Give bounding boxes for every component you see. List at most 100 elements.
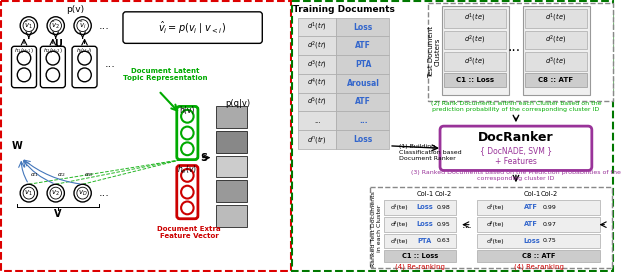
Bar: [477, 250, 600, 262]
FancyBboxPatch shape: [12, 46, 36, 88]
Text: $\hat{v}_1$: $\hat{v}_1$: [24, 20, 33, 31]
Text: 0.99: 0.99: [543, 205, 557, 210]
Text: $d^2(tr)$: $d^2(tr)$: [307, 40, 327, 52]
Text: d²(te): d²(te): [487, 221, 504, 227]
Text: $h_1(v_{c1})$: $h_1(v_{c1})$: [14, 46, 34, 55]
Text: ...: ...: [105, 59, 116, 69]
Text: $d^2(te)$: $d^2(te)$: [464, 34, 485, 46]
Bar: [444, 73, 506, 87]
Circle shape: [17, 68, 31, 82]
Text: (1) Building
Classification based
Document Ranker: (1) Building Classification based Docume…: [399, 144, 461, 161]
Text: ATF: ATF: [355, 97, 371, 107]
Bar: [216, 205, 247, 227]
FancyBboxPatch shape: [440, 126, 592, 171]
Text: p(q|v): p(q|v): [226, 99, 251, 108]
Text: PTA: PTA: [355, 60, 371, 69]
Text: $d^2(te)$: $d^2(te)$: [545, 34, 566, 46]
Text: V: V: [54, 209, 61, 219]
Text: Document Latent
Topic Representation: Document Latent Topic Representation: [123, 68, 207, 81]
Text: $\alpha_1$: $\alpha_1$: [30, 171, 39, 179]
Bar: [477, 217, 600, 232]
Bar: [336, 74, 389, 93]
Bar: [298, 130, 336, 149]
Circle shape: [181, 201, 193, 214]
FancyBboxPatch shape: [40, 46, 65, 88]
Text: $d^4(tr)$: $d^4(tr)$: [307, 77, 327, 89]
Text: ...: ...: [461, 220, 472, 230]
Text: d¹(te): d¹(te): [487, 205, 504, 210]
Text: Loss: Loss: [416, 221, 433, 227]
Text: 0.98: 0.98: [437, 205, 451, 210]
Text: p(v): p(v): [66, 5, 84, 14]
Text: ATF: ATF: [524, 205, 538, 210]
Bar: [298, 74, 336, 93]
Text: ...: ...: [99, 188, 109, 198]
Bar: [336, 111, 389, 130]
Text: $v_D$: $v_D$: [78, 189, 88, 198]
Circle shape: [181, 169, 193, 182]
Text: Test Document
Clusters: Test Document Clusters: [428, 26, 441, 78]
Bar: [298, 55, 336, 74]
Text: $\hat{v}_i$: $\hat{v}_i$: [79, 20, 86, 31]
Bar: [442, 6, 509, 95]
Text: d³(te): d³(te): [391, 238, 408, 244]
Text: $\alpha_D$: $\alpha_D$: [84, 171, 93, 179]
Bar: [336, 55, 389, 74]
Circle shape: [47, 17, 65, 34]
Circle shape: [20, 17, 38, 34]
Text: 0.97: 0.97: [543, 222, 557, 227]
Text: ...: ...: [314, 118, 320, 124]
Bar: [525, 73, 587, 87]
Text: Col-2: Col-2: [541, 191, 558, 197]
Text: $h_i(v_d)$: $h_i(v_d)$: [76, 46, 93, 55]
Circle shape: [23, 20, 35, 31]
Text: $d^1(te)$: $d^1(te)$: [464, 12, 485, 24]
Text: $v_1$: $v_1$: [24, 189, 33, 198]
Circle shape: [78, 51, 92, 65]
Text: ATF: ATF: [355, 41, 371, 50]
Text: ...: ...: [508, 40, 520, 54]
Text: $\hat{v}_2$: $\hat{v}_2$: [51, 20, 60, 31]
Circle shape: [20, 184, 38, 202]
Text: Loss: Loss: [353, 135, 372, 144]
Text: Document Extra
Feature Vector: Document Extra Feature Vector: [157, 226, 221, 239]
Text: d³(te): d³(te): [487, 238, 504, 244]
Text: (4) Re-ranking: (4) Re-ranking: [395, 264, 445, 270]
Text: { DocNADE, SVM }: { DocNADE, SVM }: [480, 146, 552, 155]
Bar: [336, 130, 389, 149]
FancyBboxPatch shape: [123, 12, 262, 43]
FancyBboxPatch shape: [177, 166, 198, 219]
Text: C8 :: ATF: C8 :: ATF: [538, 77, 573, 83]
Bar: [525, 31, 587, 49]
Circle shape: [181, 127, 193, 139]
Text: ...: ...: [99, 21, 109, 31]
Bar: [384, 250, 456, 262]
Bar: [298, 111, 336, 130]
Bar: [298, 36, 336, 55]
Text: ATF: ATF: [524, 221, 538, 227]
Text: $d^3(te)$: $d^3(te)$: [545, 55, 566, 68]
FancyBboxPatch shape: [72, 46, 97, 88]
Text: Col-1: Col-1: [524, 191, 541, 197]
Circle shape: [74, 184, 92, 202]
Bar: [216, 180, 247, 202]
Bar: [429, 3, 613, 102]
Bar: [384, 233, 456, 248]
Circle shape: [77, 187, 88, 199]
Circle shape: [77, 20, 88, 31]
Text: Loss: Loss: [353, 23, 372, 31]
Text: PTA: PTA: [417, 238, 432, 244]
Circle shape: [50, 20, 61, 31]
Bar: [216, 131, 247, 153]
Text: $d^1(tr)$: $d^1(tr)$: [307, 21, 327, 33]
Circle shape: [47, 184, 65, 202]
Text: d¹(te): d¹(te): [391, 205, 408, 210]
Text: $h_2(v_{c2})$: $h_2(v_{c2})$: [43, 46, 63, 55]
Bar: [216, 156, 247, 177]
Bar: [384, 200, 456, 215]
Bar: [292, 1, 613, 271]
Text: Ranked Test Documents
in each Cluster: Ranked Test Documents in each Cluster: [371, 191, 382, 267]
Text: d²(te): d²(te): [391, 221, 408, 227]
Text: C8 :: ATF: C8 :: ATF: [522, 253, 556, 259]
Circle shape: [181, 110, 193, 123]
